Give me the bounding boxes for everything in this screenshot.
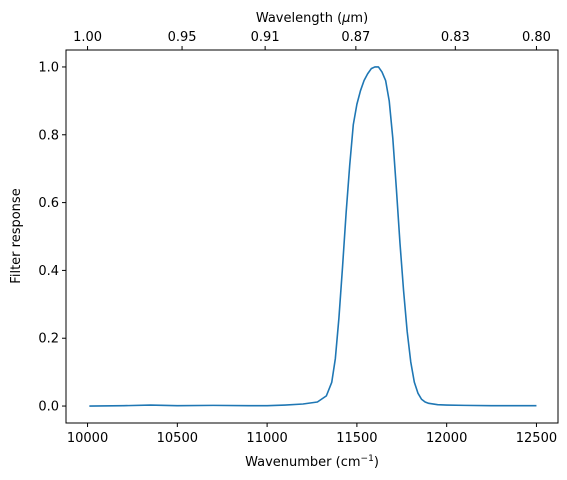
- top-tick-label: 0.80: [522, 30, 551, 45]
- x-tick-label: 11500: [336, 431, 377, 446]
- top-tick-label: 0.95: [168, 30, 197, 45]
- x-axis-label: Wavenumber (cm−1): [245, 454, 379, 470]
- y-tick-label: 1.0: [38, 60, 59, 75]
- filter-response-line: [89, 66, 537, 407]
- top-tick-label: 1.00: [73, 30, 102, 45]
- y-tick-label: 0.6: [38, 196, 59, 211]
- y-tick-label: 0.2: [38, 332, 59, 347]
- y-axis-label: Filter response: [9, 188, 24, 283]
- y-tick-label: 0.0: [38, 400, 59, 415]
- top-tick-label: 0.83: [441, 30, 470, 45]
- top-tick-label: 0.91: [251, 30, 280, 45]
- x-tick-label: 12000: [426, 431, 467, 446]
- y-tick-label: 0.4: [38, 264, 59, 279]
- plot-frame: [65, 49, 559, 424]
- plot-area: [66, 50, 558, 423]
- y-tick-label: 0.8: [38, 128, 59, 143]
- x-tick-label: 10000: [67, 431, 108, 446]
- x-tick-label: 10500: [157, 431, 198, 446]
- top-axis-label: Wavelength (μm): [256, 11, 368, 26]
- x-tick-label: 11000: [246, 431, 287, 446]
- top-tick-label: 0.87: [341, 30, 370, 45]
- x-tick-label: 12500: [516, 431, 557, 446]
